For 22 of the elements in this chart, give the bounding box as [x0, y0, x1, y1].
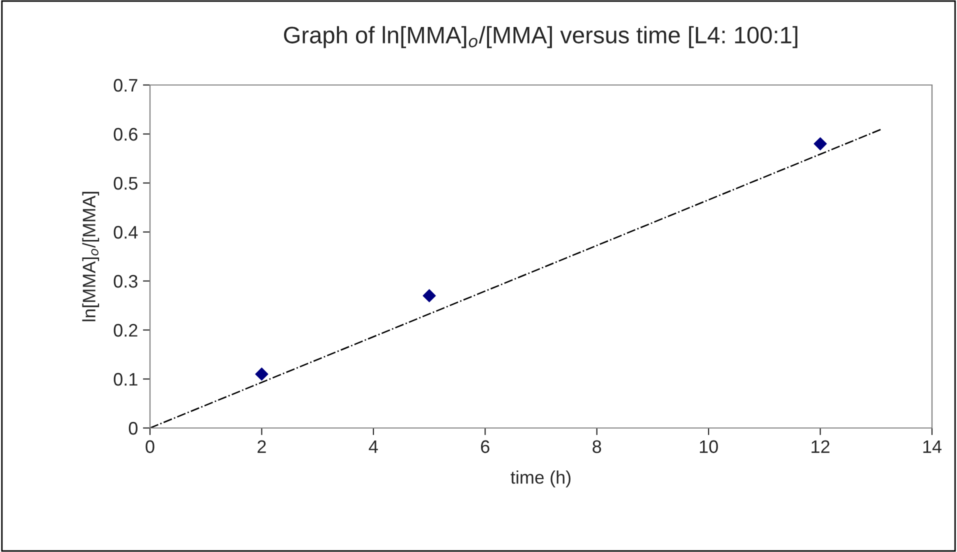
point: [814, 137, 827, 150]
y-tick-label: 0.6: [114, 128, 138, 141]
x-axis-title: time (h): [510, 470, 570, 488]
y-axis-title: ln[MMA]$_{o}$/[MMA]: [82, 192, 100, 322]
point: [422, 289, 436, 302]
x-tick-label: 4: [368, 440, 378, 453]
point: [255, 368, 268, 381]
y-tick-label: 0.3: [114, 274, 138, 288]
x-tick-label: 2: [258, 440, 266, 453]
x-tick-label: 6: [481, 440, 490, 454]
y-tick-label: 0: [128, 422, 138, 435]
y-tick-label: 0.5: [114, 176, 138, 190]
y-tick-label: 0.2: [114, 324, 138, 337]
y-tick-label: 0.1: [114, 372, 138, 386]
x-tick-label: 12: [812, 440, 830, 453]
chart-title: Graph of ln[MMA]$_{o}$/[MMA] versus time [L4: 100:1]: [284, 26, 798, 48]
y-tick-label: 0.7: [114, 78, 138, 92]
x-tick-label: 10: [700, 440, 718, 454]
y-tick-label: 0.4: [114, 226, 138, 239]
x-tick-label: 8: [592, 440, 602, 454]
x-tick-label: 0: [146, 440, 154, 454]
x-tick-label: 14: [923, 440, 942, 453]
